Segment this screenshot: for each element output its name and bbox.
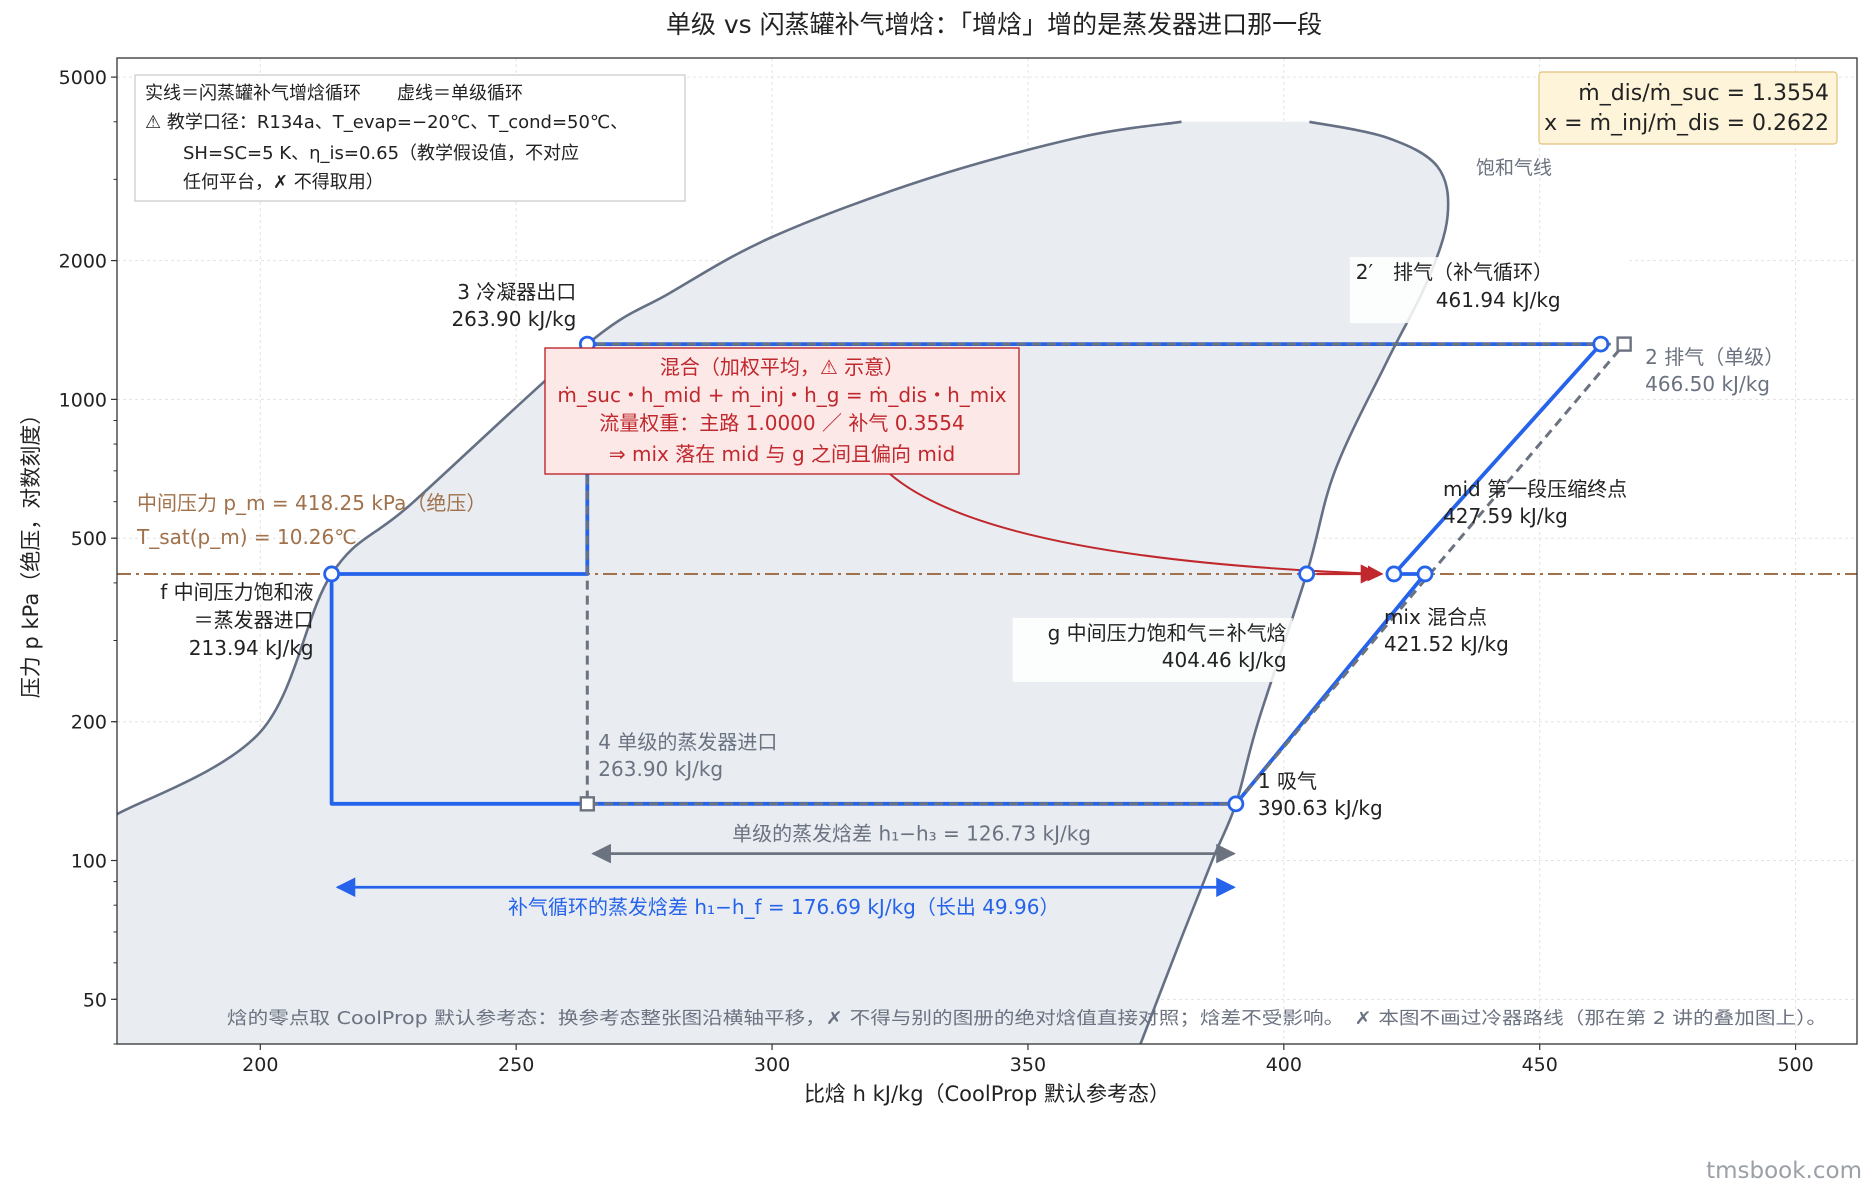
- saturation-vapor-label: 饱和气线: [1476, 157, 1552, 179]
- label-p3-line-2: 263.90 kJ/kg: [451, 307, 576, 331]
- y-tick-label: 50: [83, 989, 107, 1011]
- chart-title: 单级 vs 闪蒸罐补气增焓：「增焓」增的是蒸发器进口那一段: [666, 10, 1322, 39]
- footnote: 焓的零点取 CoolProp 默认参考态：换参考态整张图沿横轴平移，✗ 不得与别…: [227, 1009, 1827, 1029]
- mix-note-line-3: 流量权重：主路 1.0000 ／ 补气 0.3554: [599, 411, 964, 435]
- x-axis-label: 比焓 h kJ/kg（CoolProp 默认参考态）: [804, 1082, 1170, 1106]
- mix-note-box: 混合（加权平均，⚠ 示意） ṁ_suc・h_mid + ṁ_inj・h_g = …: [544, 347, 1020, 475]
- plot-frame: [116, 57, 1858, 1045]
- mix-note-connector: [889, 473, 1384, 582]
- watermark: tmsbook.com: [1706, 1158, 1862, 1184]
- legend-line-4: 任何平台，✗ 不得取用）: [183, 172, 384, 193]
- marker-pg: [1298, 565, 1316, 583]
- marker-p1: [1227, 795, 1245, 813]
- legend-line-3: SH=SC=5 K、η_is=0.65（教学假设值，不对应: [183, 143, 579, 164]
- axes: 200 250 300 350 400 450 500 50 100 200 500 1000 2000…: [59, 67, 1814, 1076]
- label-pmix-line-2: 421.52 kJ/kg: [1384, 632, 1509, 656]
- y-tick-label: 200: [71, 712, 107, 734]
- label-pmix-line-1: mix 混合点: [1384, 605, 1487, 629]
- x-tick-label: 400: [1266, 1054, 1302, 1076]
- x-tick-label: 450: [1522, 1054, 1558, 1076]
- label-bg-p2prime: [1349, 257, 1630, 324]
- label-pf-line-1: f 中间压力饱和液: [160, 580, 313, 604]
- label-p4-line-1: 4 单级的蒸发器进口: [598, 730, 777, 754]
- label-p2prime-line-2: 461.94 kJ/kg: [1436, 288, 1561, 312]
- legend-line-1: 实线＝闪蒸罐补气增焓循环 虚线＝单级循环: [145, 83, 523, 104]
- mix-note-line-1: 混合（加权平均，⚠ 示意）: [660, 355, 904, 379]
- x-tick-label: 250: [498, 1054, 534, 1076]
- state-point-markers: [323, 335, 1632, 813]
- dome-fill: [117, 121, 1449, 1044]
- mix-note-line-2: ṁ_suc・h_mid + ṁ_inj・h_g = ṁ_dis・h_mix: [557, 383, 1006, 407]
- label-pmid-line-1: mid 第一段压缩终点: [1443, 477, 1627, 501]
- marker-pmid: [1416, 565, 1434, 583]
- flow-ratio-line-2: x = ṁ_inj/ṁ_dis = 0.2622: [1544, 111, 1829, 136]
- y-tick-label: 5000: [59, 67, 107, 89]
- flow-ratio-line-1: ṁ_dis/ṁ_suc = 1.3554: [1578, 81, 1829, 106]
- label-pf-line-2: ＝蒸发器进口: [194, 608, 314, 632]
- label-p1-line-1: 1 吸气: [1258, 769, 1317, 793]
- label-p2prime-line-1: 2′ 排气（补气循环）: [1356, 260, 1553, 284]
- marker-p2: [1616, 336, 1632, 352]
- marker-pf: [323, 565, 341, 583]
- label-p4-line-2: 263.90 kJ/kg: [598, 757, 723, 781]
- legend-box: 实线＝闪蒸罐补气增焓循环 虚线＝单级循环 ⚠ 教学口径：R134a、T_evap…: [134, 74, 686, 202]
- flash-evap-span-label: 补气循环的蒸发焓差 h₁−h_f = 176.69 kJ/kg（长出 49.96…: [508, 895, 1059, 919]
- label-p1-line-2: 390.63 kJ/kg: [1258, 796, 1383, 820]
- mix-note-line-4: ⇒ mix 落在 mid 与 g 之间且偏向 mid: [609, 442, 955, 466]
- x-tick-label: 500: [1777, 1054, 1813, 1076]
- x-tick-label: 300: [754, 1054, 790, 1076]
- y-tick-label: 500: [71, 528, 107, 550]
- label-p2-line-1: 2 排气（单级）: [1645, 345, 1784, 369]
- label-pg-line-2: 404.46 kJ/kg: [1162, 648, 1287, 672]
- saturated-liquid-line: [117, 120, 1182, 816]
- label-pf-line-3: 213.94 kJ/kg: [189, 636, 314, 660]
- x-tick-label: 350: [1010, 1054, 1046, 1076]
- legend-line-2: ⚠ 教学口径：R134a、T_evap=−20℃、T_cond=50℃、: [145, 112, 628, 133]
- marker-p4: [579, 796, 596, 812]
- marker-p2prime: [1592, 335, 1610, 353]
- label-pmid-line-2: 427.59 kJ/kg: [1443, 504, 1568, 528]
- marker-pmix: [1385, 565, 1403, 583]
- label-p3-line-1: 3 冷凝器出口: [457, 280, 576, 304]
- point-labels: 3 冷凝器出口 263.90 kJ/kg 2′ 排气（补气循环） 461.94 kJ/…: [160, 257, 1784, 820]
- label-pg-line-1: g 中间压力饱和气＝补气焓: [1048, 621, 1287, 645]
- y-tick-label: 2000: [59, 251, 107, 273]
- pm-label-2: T_sat(p_m) = 10.26℃: [136, 525, 357, 549]
- mix-note-arrow: [889, 473, 1384, 584]
- label-p2-line-2: 466.50 kJ/kg: [1645, 372, 1770, 396]
- pm-label-1: 中间压力 p_m = 418.25 kPa（绝压）: [137, 491, 486, 515]
- y-axis-label: 压力 p kPa（绝压，对数刻度）: [19, 404, 43, 698]
- x-tick-label: 200: [242, 1054, 278, 1076]
- enthalpy-span-arrows: 单级的蒸发焓差 h₁−h₃ = 126.73 kJ/kg 补气循环的蒸发焓差 h₁…: [335, 822, 1236, 919]
- y-tick-label: 100: [71, 851, 107, 873]
- single-evap-span-label: 单级的蒸发焓差 h₁−h₃ = 126.73 kJ/kg: [732, 822, 1091, 846]
- label-bg-pg: [1012, 617, 1293, 682]
- flow-ratio-box: ṁ_dis/ṁ_suc = 1.3554 x = ṁ_inj/ṁ_dis = 0…: [1538, 71, 1838, 145]
- y-tick-label: 1000: [59, 389, 107, 411]
